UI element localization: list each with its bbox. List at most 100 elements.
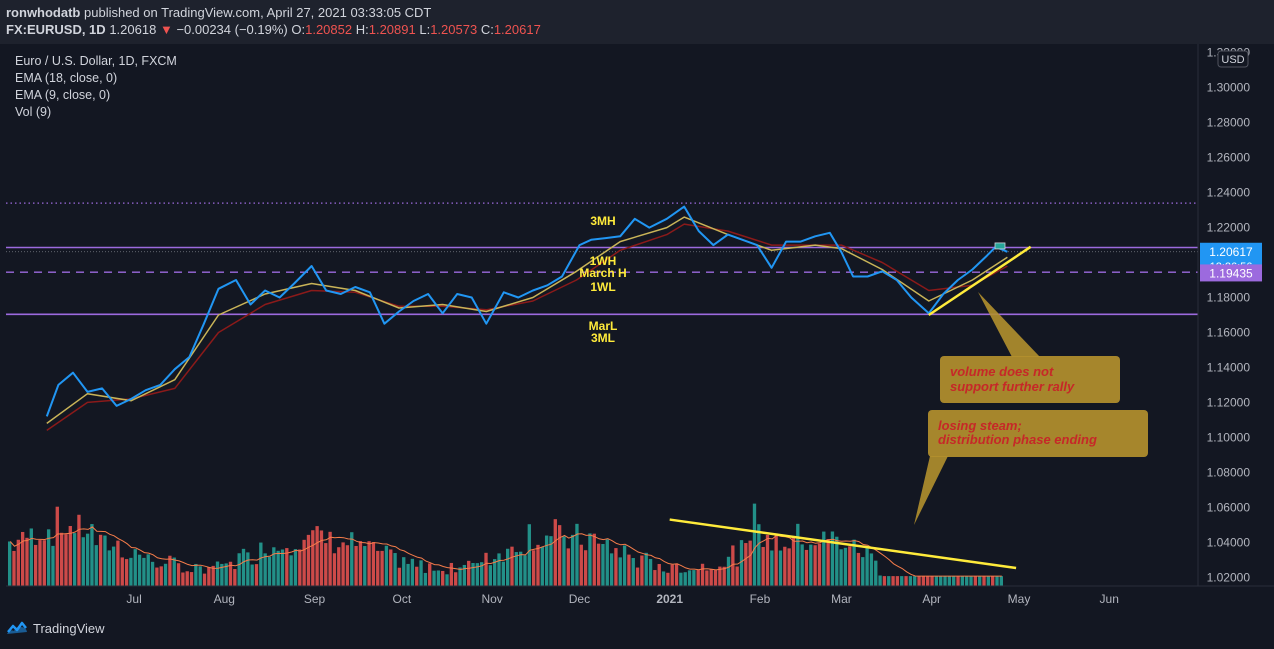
volume-bar xyxy=(900,576,904,586)
volume-bar xyxy=(622,545,627,586)
volume-bar xyxy=(830,531,835,586)
volume-bar xyxy=(241,548,246,586)
volume-bar xyxy=(557,525,562,586)
price-axis-pane xyxy=(1198,44,1274,586)
publish-info: ronwhodatb published on TradingView.com,… xyxy=(6,5,431,20)
low-label: L: xyxy=(419,22,431,37)
volume-bar xyxy=(874,560,878,586)
volume-bar xyxy=(518,551,523,586)
price-change: −0.00234 (−0.19%) xyxy=(176,22,288,37)
callout1-line1: volume does not xyxy=(950,364,1054,379)
volume-bar xyxy=(445,574,449,586)
volume-bar xyxy=(865,545,869,586)
close-value: 1.20617 xyxy=(493,22,541,37)
volume-bar xyxy=(696,569,700,586)
volume-bar xyxy=(501,561,505,586)
y-tick-label: 1.12000 xyxy=(1207,395,1251,409)
level-price-badge-text: 1.19435 xyxy=(1209,266,1253,280)
volume-bar xyxy=(510,546,514,586)
author-name[interactable]: ronwhodatb xyxy=(6,5,81,20)
volume-bar xyxy=(341,542,345,586)
volume-layer xyxy=(8,503,1003,586)
volume-bar xyxy=(142,557,146,586)
x-tick-label: Jun xyxy=(1100,592,1119,606)
volume-bar xyxy=(986,576,991,586)
volume-bar xyxy=(64,534,68,586)
volume-bar xyxy=(402,557,406,586)
volume-bar xyxy=(904,576,908,586)
volume-bar xyxy=(124,559,129,586)
callout1-box xyxy=(940,356,1120,403)
volume-bar xyxy=(748,540,752,586)
volume-bar xyxy=(835,536,839,586)
tradingview-logo[interactable]: TradingView xyxy=(6,620,105,636)
volume-bar xyxy=(137,554,142,586)
x-tick-label: Aug xyxy=(214,592,235,606)
volume-bar xyxy=(393,553,397,586)
volume-bar xyxy=(774,533,778,586)
volume-bar xyxy=(211,565,215,586)
volume-bar xyxy=(523,555,527,586)
volume-bar xyxy=(33,544,38,586)
volume-bar xyxy=(761,546,765,586)
x-tick-label: Jul xyxy=(126,592,141,606)
legend-ema18[interactable]: EMA (18, close, 0) xyxy=(15,71,118,85)
y-tick-label: 1.30000 xyxy=(1207,81,1251,95)
volume-bar xyxy=(81,537,85,586)
volume-bar xyxy=(46,529,51,586)
volume-bar xyxy=(116,540,120,586)
volume-bar xyxy=(354,545,358,586)
volume-bar xyxy=(822,531,826,586)
x-tick-label: Feb xyxy=(750,592,771,606)
volume-bar xyxy=(839,549,843,586)
volume-bar xyxy=(272,547,276,586)
legend-vol[interactable]: Vol (9) xyxy=(15,105,52,119)
volume-bar xyxy=(605,539,609,586)
volume-bar xyxy=(739,540,744,586)
volume-bar xyxy=(94,545,98,586)
volume-bar xyxy=(85,533,90,586)
volume-bar xyxy=(345,545,350,586)
down-arrow-icon: ▼ xyxy=(159,22,173,37)
volume-bar xyxy=(302,539,306,586)
volume-bar xyxy=(233,569,237,586)
volume-bar xyxy=(189,572,194,586)
volume-bar xyxy=(796,523,800,586)
y-tick-label: 1.22000 xyxy=(1207,221,1251,235)
y-tick-label: 1.28000 xyxy=(1207,116,1251,130)
volume-bar xyxy=(713,570,718,586)
open-label: O: xyxy=(291,22,306,37)
volume-bar xyxy=(531,550,536,586)
volume-bar xyxy=(77,514,81,586)
volume-bar xyxy=(969,576,973,586)
volume-bar xyxy=(908,576,913,586)
volume-bar xyxy=(215,561,220,586)
volume-bar xyxy=(259,542,263,586)
volume-bar xyxy=(120,557,124,586)
volume-bar xyxy=(449,562,454,586)
volume-bar xyxy=(454,572,458,586)
high-value: 1.20891 xyxy=(368,22,416,37)
label-marl: MarL xyxy=(589,319,618,333)
legend-ema9[interactable]: EMA (9, close, 0) xyxy=(15,88,111,102)
volume-bar xyxy=(973,576,978,586)
trendline-price-uptrend xyxy=(928,245,1032,317)
volume-bar xyxy=(930,576,934,586)
volume-bar xyxy=(150,561,155,586)
volume-bar xyxy=(648,558,653,586)
volume-bar xyxy=(917,576,921,586)
volume-bar xyxy=(848,546,852,586)
volume-bar xyxy=(514,552,518,586)
volume-bar xyxy=(800,544,804,586)
volume-bar xyxy=(601,544,605,586)
volume-bar xyxy=(566,548,570,586)
volume-bar xyxy=(72,533,77,586)
volume-bar xyxy=(891,576,895,586)
legend-title: Euro / U.S. Dollar, 1D, FXCM xyxy=(15,54,177,68)
low-value: 1.20573 xyxy=(430,22,478,37)
volume-bar xyxy=(670,564,674,586)
volume-bar xyxy=(224,563,228,586)
y-tick-label: 1.06000 xyxy=(1207,500,1251,514)
